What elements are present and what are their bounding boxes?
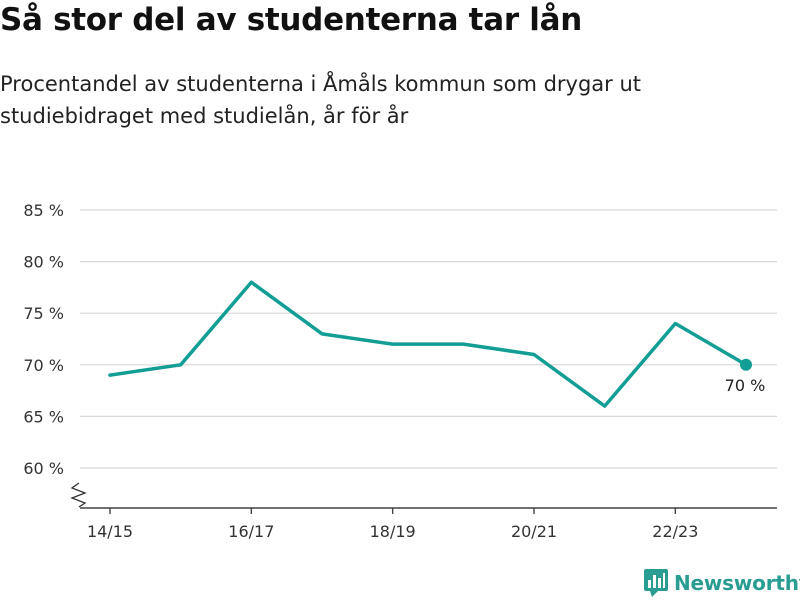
newsworthy-logo-icon [644, 569, 668, 597]
y-tick-label: 75 % [23, 304, 64, 323]
series-line [108, 280, 748, 408]
x-tick-label: 16/17 [228, 522, 274, 541]
chart-subtitle: Procentandel av studenterna i Åmåls komm… [0, 72, 642, 128]
line-chart: 60 % 65 % 70 % 75 % 80 % 85 % 14/15 16/17 18/19… [23, 201, 777, 541]
gridlines [80, 209, 777, 469]
y-tick-label: 65 % [23, 407, 64, 426]
x-tick-label: 20/21 [511, 522, 557, 541]
y-tick-label: 60 % [23, 459, 64, 478]
newsworthy-brand: Newsworthy [644, 568, 800, 598]
x-tick-label: 22/23 [652, 522, 698, 541]
chart-title: Så stor del av studenterna tar lån [0, 2, 583, 38]
y-tick-label: 85 % [23, 201, 64, 220]
y-tick-label: 80 % [23, 253, 64, 272]
x-axis-tick-labels: 14/15 16/17 18/19 20/21 22/23 [87, 522, 698, 541]
end-value-label: 70 % [725, 376, 766, 395]
y-axis-tick-labels: 60 % 65 % 70 % 75 % 80 % 85 % [23, 201, 64, 478]
brand-name: Newsworthy [674, 571, 800, 595]
series-layer: 70 % [108, 280, 766, 408]
y-tick-label: 70 % [23, 356, 64, 375]
x-tick-label: 18/19 [370, 522, 416, 541]
end-point-marker [740, 358, 752, 371]
x-tick-label: 14/15 [87, 522, 133, 541]
axis-break-icon [70, 482, 87, 508]
x-axis [70, 482, 777, 514]
